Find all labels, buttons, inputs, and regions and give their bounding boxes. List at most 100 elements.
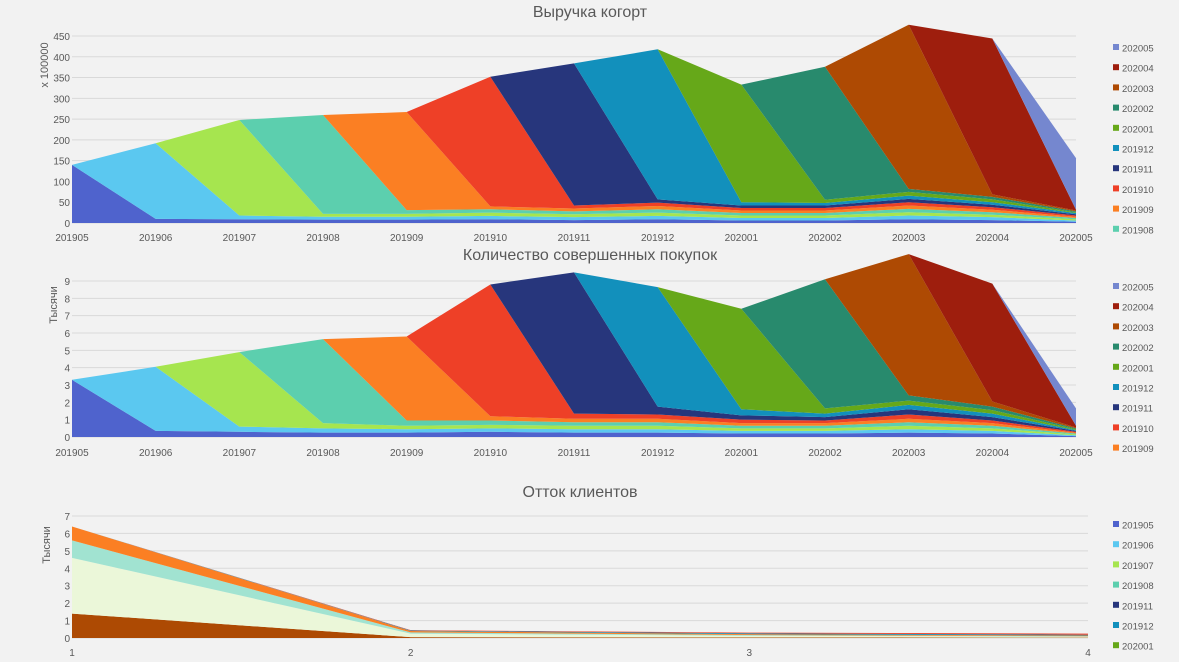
legend-swatch [1113, 424, 1119, 431]
area-series-202005 [992, 283, 1076, 426]
y-tick-label: 5 [64, 547, 70, 558]
area-series-201907 [155, 352, 1076, 436]
y-tick-label: 150 [53, 157, 70, 168]
y-tick-label: 2 [64, 398, 70, 409]
churn-area [72, 526, 1088, 637]
y-tick-label: 3 [64, 582, 70, 593]
x-tick-label: 1 [69, 648, 75, 659]
y-tick-label: 400 [53, 53, 70, 64]
x-tick-label: 201906 [139, 233, 173, 244]
legend-swatch [1113, 44, 1119, 50]
legend-swatch [1113, 444, 1119, 451]
legend-label: 202004 [1122, 303, 1154, 314]
area-series-201910 [406, 284, 1077, 433]
y-tick-label: 7 [64, 512, 70, 523]
purchases-chart: 0 1 2 3 4 5 6 7 8 9 201905 201906 201907 201908 201909… [48, 247, 1154, 459]
legend-label: 201911 [1122, 404, 1153, 415]
y-tick-label: 300 [53, 94, 70, 105]
x-tick-label: 202004 [976, 448, 1010, 459]
y-axis-label: x 100000 [39, 42, 51, 87]
x-tick-label: 202001 [725, 233, 759, 244]
area-series-201911 [490, 63, 1076, 216]
y-tick-label: 3 [64, 381, 70, 392]
area-series-201912 [574, 272, 1076, 431]
legend-label: 202001 [1122, 124, 1154, 135]
y-tick-label: 0 [64, 634, 70, 645]
legend-label: 202001 [1122, 363, 1154, 374]
legend-swatch [1113, 64, 1119, 71]
area-series-202005 [992, 38, 1076, 210]
x-tick-label: 202005 [1059, 233, 1093, 244]
area-series-202003 [825, 24, 1076, 212]
y-tick-label: 2 [64, 599, 70, 610]
y-tick-label: 9 [64, 277, 70, 288]
area-series-201906 [72, 366, 1076, 437]
area-series-201908 [239, 114, 1077, 220]
chart-title: Количество совершенных покупок [463, 247, 718, 264]
legend-label: 201907 [1122, 561, 1154, 572]
legend-swatch [1113, 521, 1119, 527]
x-tick-label: 4 [1085, 648, 1091, 659]
legend-label: 201912 [1122, 384, 1154, 395]
legend-label: 202001 [1122, 642, 1154, 653]
y-axis-label: Тысячи [41, 526, 53, 563]
x-tick-label: 202005 [1059, 448, 1093, 459]
legend-swatch [1113, 84, 1119, 91]
area-series-201912 [574, 49, 1076, 215]
legend-swatch [1113, 165, 1119, 172]
legend-label: 202005 [1122, 283, 1154, 294]
legend-swatch [1113, 225, 1119, 232]
x-tick-label: 201908 [306, 233, 340, 244]
x-tick-label: 201907 [223, 233, 257, 244]
legend-label: 201908 [1122, 225, 1154, 236]
area-series-201905 [72, 379, 1076, 437]
legend-label: 202002 [1122, 343, 1154, 354]
legend-label: 202002 [1122, 104, 1154, 115]
area-series-202001 [657, 49, 1076, 214]
x-tick-label: 201911 [558, 448, 591, 459]
legend-swatch [1113, 283, 1119, 289]
area-series-201907 [155, 119, 1076, 221]
chart-title: Выручка когорт [533, 4, 648, 21]
legend-label: 201910 [1122, 185, 1154, 196]
area-series-202004 [908, 24, 1076, 211]
legend-swatch [1113, 124, 1119, 131]
churn-area [72, 557, 1088, 638]
legend-swatch [1113, 622, 1119, 628]
legend-label: 201911 [1122, 601, 1153, 612]
legend-label: 202004 [1122, 64, 1154, 75]
chart-title: Отток клиентов [523, 484, 638, 501]
revenue-chart: 0 50 100 150 200 250 300 350 400 450 201905 201906 2… [39, 4, 1154, 244]
x-tick-label: 201906 [139, 448, 173, 459]
legend-swatch [1113, 343, 1119, 350]
y-tick-label: 7 [64, 312, 70, 323]
area-series-201909 [323, 112, 1076, 219]
area-series-202001 [657, 287, 1076, 431]
area-series-201908 [239, 339, 1077, 435]
x-tick-label: 201905 [55, 233, 89, 244]
legend-swatch [1113, 541, 1119, 548]
x-tick-label: 202004 [976, 233, 1010, 244]
x-tick-label: 201908 [306, 448, 340, 459]
legend-label: 201912 [1122, 145, 1154, 156]
area-series-201911 [490, 272, 1076, 432]
legend-swatch [1113, 185, 1119, 192]
x-tick-label: 201912 [641, 448, 675, 459]
area-series-201910 [406, 76, 1077, 217]
x-tick-label: 202003 [892, 448, 926, 459]
x-tick-label: 201905 [55, 448, 89, 459]
y-tick-label: 200 [53, 136, 70, 147]
area-series-202003 [825, 254, 1076, 429]
area-series-202004 [908, 254, 1076, 428]
area-series-202002 [741, 279, 1076, 430]
legend-swatch [1113, 145, 1119, 151]
y-tick-label: 1 [64, 617, 70, 628]
y-tick-label: 6 [64, 329, 70, 340]
y-tick-label: 8 [64, 294, 70, 305]
legend-swatch [1113, 205, 1119, 212]
y-tick-label: 1 [64, 416, 70, 427]
x-tick-label: 2 [408, 648, 414, 659]
legend-label: 201910 [1122, 424, 1154, 435]
x-tick-label: 201910 [474, 448, 508, 459]
